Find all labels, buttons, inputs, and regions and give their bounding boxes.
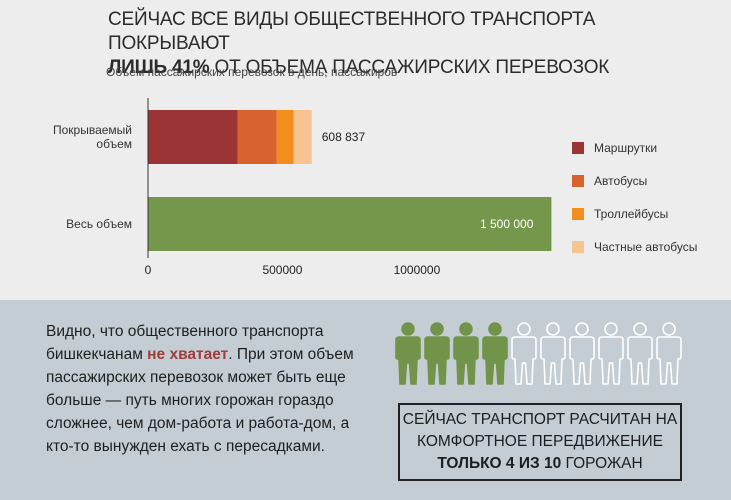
person-icon-outline — [568, 322, 596, 391]
callout-line-3-rest: ГОРОЖАН — [561, 455, 643, 472]
bar-segment-маршрутки — [148, 110, 238, 164]
data-label: 1 500 000 — [480, 217, 534, 231]
stacked-bar-chart: Покрываемый объем 608 837 Весь объем 1 500 0… — [53, 98, 552, 277]
person-icon-filled — [452, 322, 480, 391]
bar-segment-троллейбусы — [276, 110, 294, 164]
legend-item: Частные автобусы — [572, 239, 697, 254]
person-icon-filled — [481, 322, 509, 391]
callout-line-2: КОМФОРТНОЕ ПЕРЕДВИЖЕНИЕ — [417, 433, 663, 450]
bar-segment-частные-автобусы — [293, 110, 312, 164]
category-label: Весь объем — [66, 217, 132, 231]
data-label: 608 837 — [322, 130, 366, 144]
legend-label: Троллейбусы — [594, 206, 669, 221]
person-icon-outline — [539, 322, 567, 391]
x-tick-label: 0 — [145, 263, 152, 277]
explanation-text: Видно, что общественного транспорта бишк… — [46, 320, 376, 458]
person-icon-outline — [626, 322, 654, 391]
legend-swatch — [572, 207, 584, 220]
legend-label: Автобусы — [594, 173, 648, 188]
legend-item: Маршрутки — [572, 140, 657, 155]
x-tick-label: 500000 — [262, 263, 302, 277]
explanation-part-1: Видно, что общественного транспорта бишк… — [46, 323, 324, 363]
legend-label: Маршрутки — [594, 140, 658, 155]
person-icon-outline — [510, 322, 538, 391]
person-icon-outline — [597, 322, 625, 391]
title-highlight: ЛИШЬ 41% — [108, 57, 210, 78]
chart-title: СЕЙЧАС ВСЕ ВИДЫ ОБЩЕСТВЕННОГО ТРАНСПОРТА… — [108, 8, 708, 80]
title-line-1: СЕЙЧАС ВСЕ ВИДЫ ОБЩЕСТВЕННОГО ТРАНСПОРТА… — [108, 9, 596, 54]
legend-label: Частные автобусы — [594, 239, 698, 254]
callout-highlight: ТОЛЬКО 4 ИЗ 10 — [437, 455, 562, 472]
callout-line-1: СЕЙЧАС ТРАНСПОРТ РАСЧИТАН НА — [402, 411, 678, 428]
title-line-2: ЛИШЬ 41% ОТ ОБЪЕМА ПАССАЖИРСКИХ ПЕРЕВОЗО… — [108, 56, 708, 80]
callout-line-3: ТОЛЬКО 4 ИЗ 10 ГОРОЖАН — [400, 453, 680, 475]
person-icon-filled — [394, 322, 422, 391]
callout-box: СЕЙЧАС ТРАНСПОРТ РАСЧИТАН НА КОМФОРТНОЕ … — [398, 403, 682, 481]
person-icon-filled — [423, 322, 451, 391]
legend-item: Троллейбусы — [572, 206, 668, 221]
bar-segment-total — [148, 197, 552, 251]
legend-swatch — [572, 174, 584, 187]
info-panel — [0, 300, 731, 500]
legend-item: Автобусы — [572, 173, 647, 188]
legend-swatch — [572, 240, 584, 253]
explanation-part-2: . При этом объем пассажирских перевозок … — [46, 346, 354, 455]
category-label: Покрываемый объем — [53, 123, 132, 151]
bar-segment-автобусы — [237, 110, 277, 164]
chart-subtitle: Объем пассажирских перевозок в день, пас… — [106, 65, 398, 79]
person-icon-outline — [655, 322, 683, 391]
title-line-2-rest: ОТ ОБЪЕМА ПАССАЖИРСКИХ ПЕРЕВОЗОК — [209, 57, 610, 78]
legend-swatch — [572, 141, 584, 154]
x-tick-label: 1000000 — [394, 263, 441, 277]
explanation-accent: не хватает — [147, 346, 229, 363]
